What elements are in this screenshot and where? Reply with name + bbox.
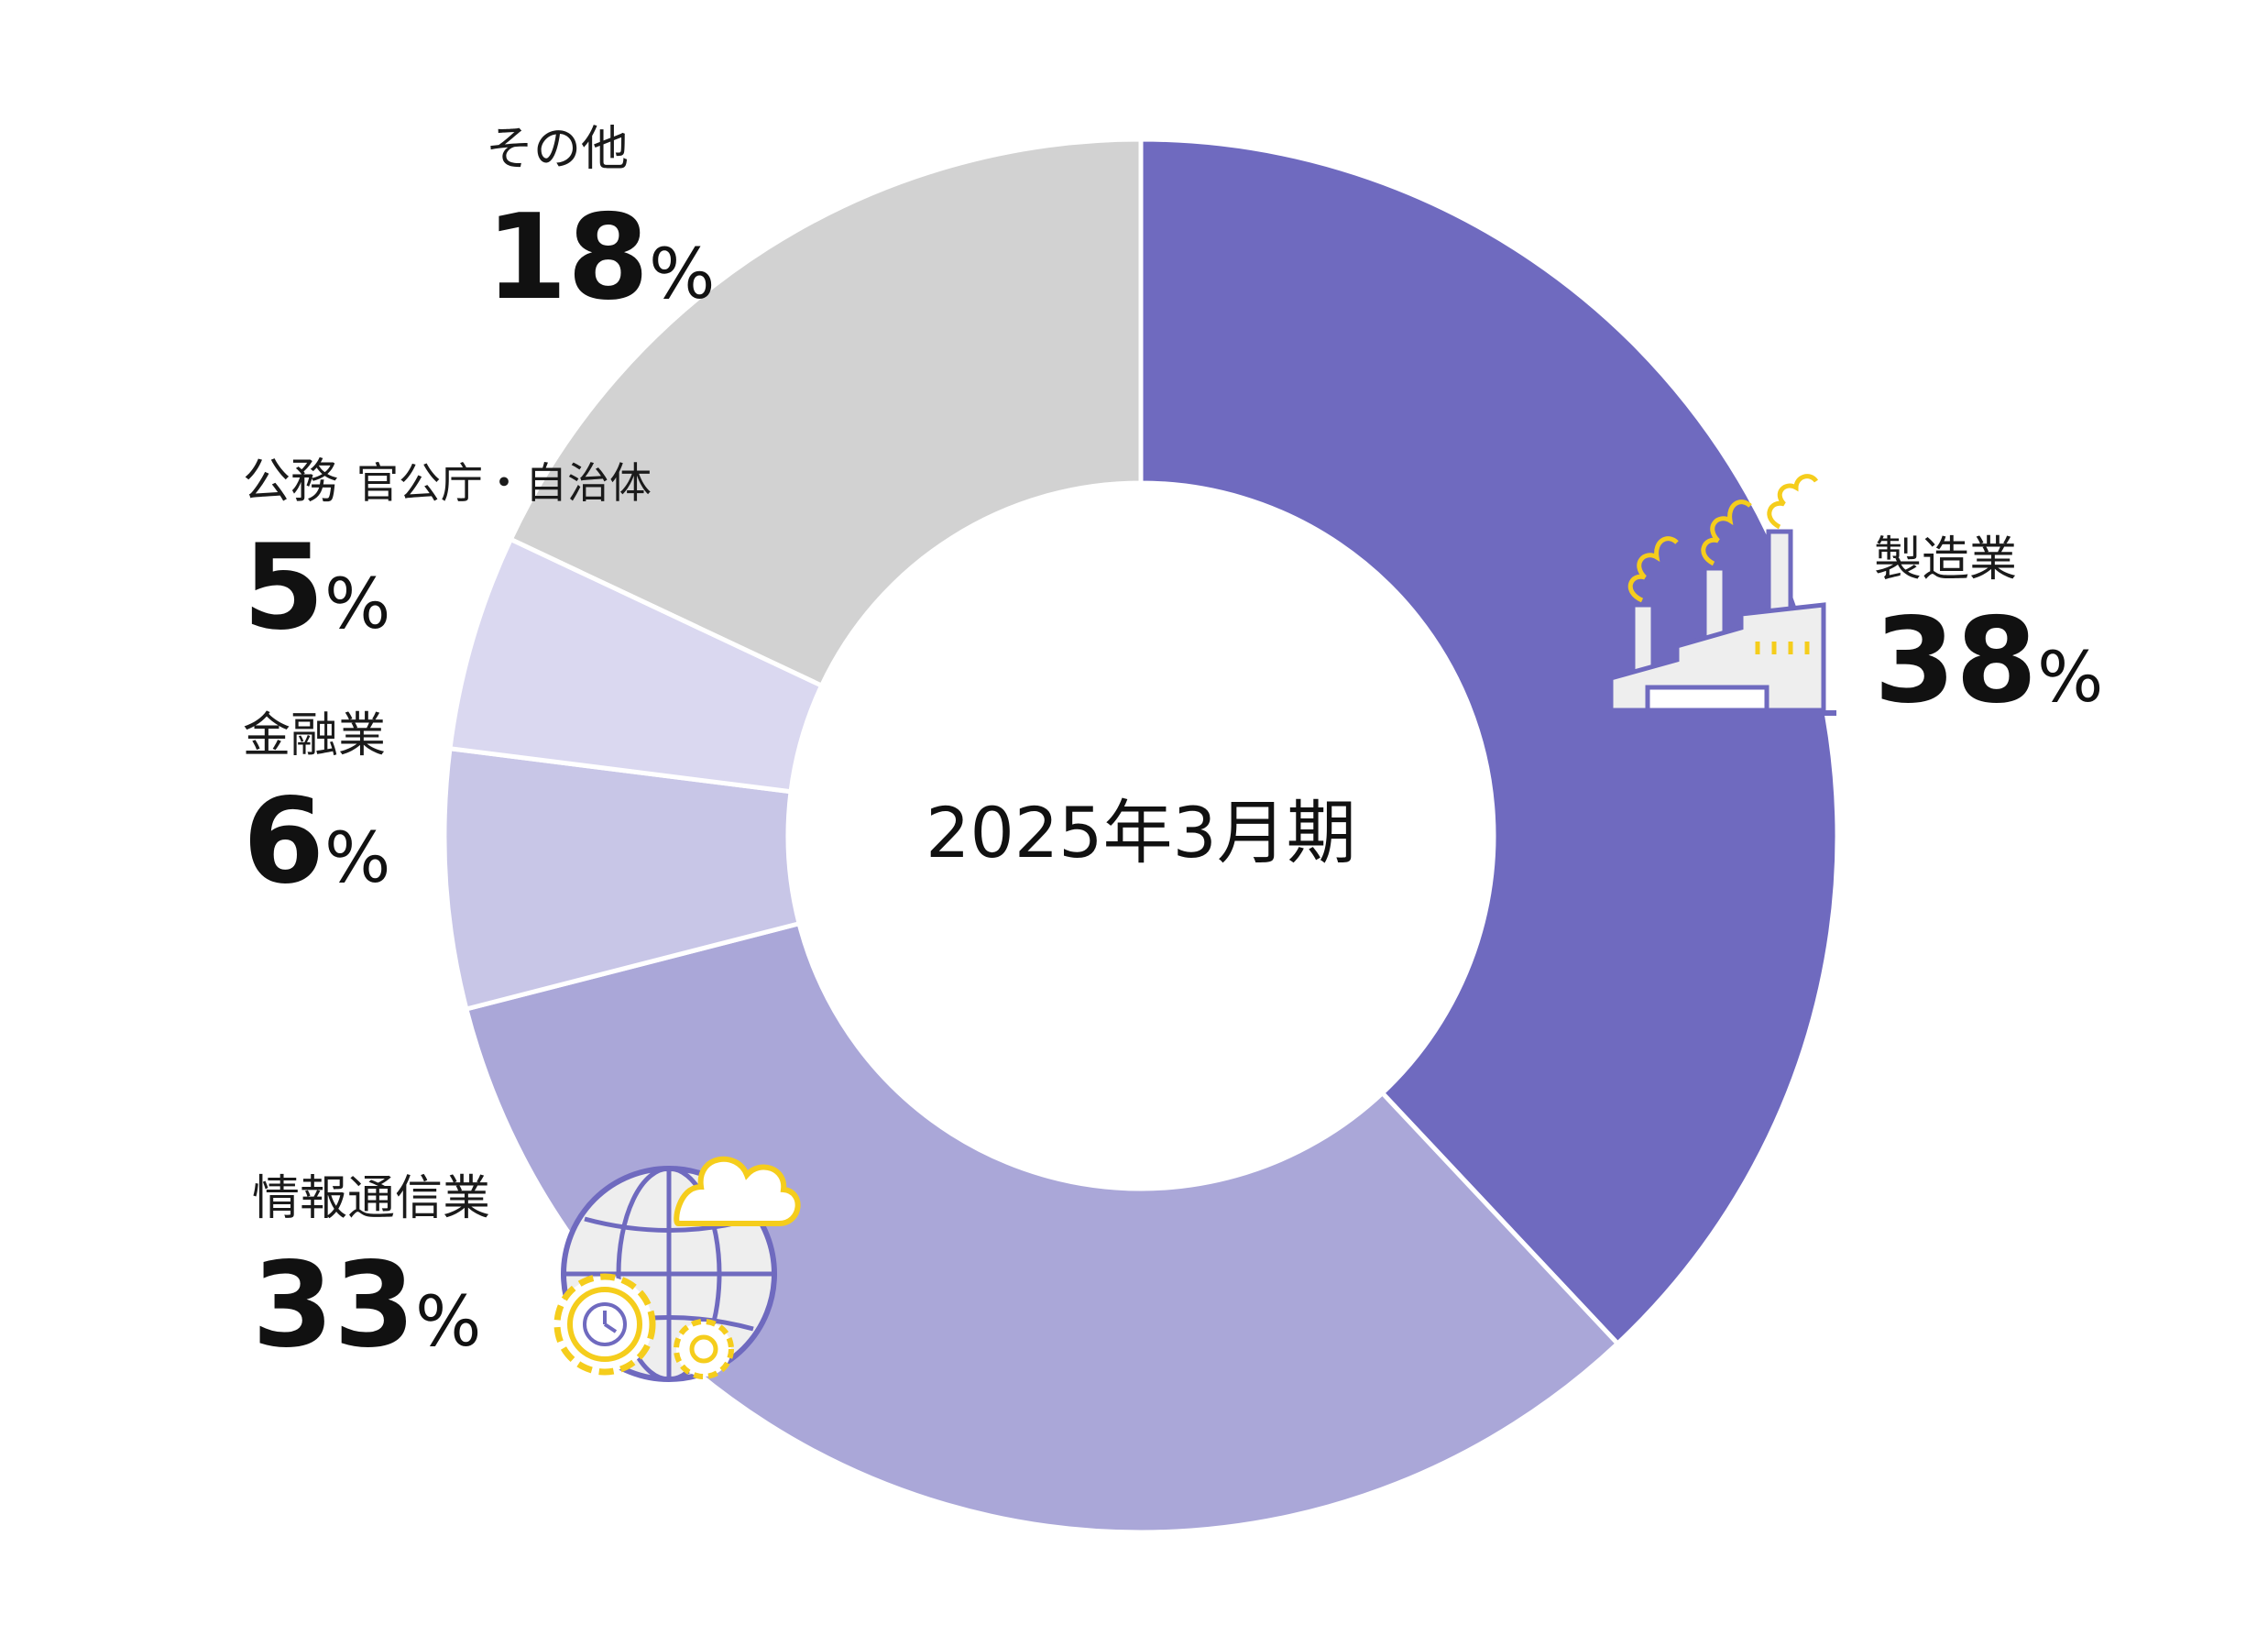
category-label: 情報通信業 xyxy=(252,1171,490,1226)
category-label: 金融業 xyxy=(243,708,386,763)
category-label: 製造業 xyxy=(1874,532,2017,587)
category-label: その他 xyxy=(486,122,629,177)
donut-slice-0 xyxy=(1138,137,1840,1347)
label-other: その他 18% xyxy=(486,122,715,326)
label-finance: 金融業 6% xyxy=(243,708,390,910)
percent-value: 5% xyxy=(243,520,390,656)
percent-value: 33% xyxy=(252,1237,481,1374)
percent-value: 38% xyxy=(1874,593,2103,730)
label-public-service: 公務 官公庁・自治体 5% xyxy=(243,455,652,656)
label-info-comm: 情報通信業 33% xyxy=(252,1171,490,1374)
globe-cloud-gears-icon xyxy=(553,1156,801,1382)
donut-slices xyxy=(442,137,1840,1535)
category-label: 公務 官公庁・自治体 xyxy=(243,455,652,510)
donut-slice-1 xyxy=(463,920,1621,1535)
donut-slice-4 xyxy=(508,137,1144,689)
factory-icon xyxy=(1604,474,1836,716)
label-manufacturing: 製造業 38% xyxy=(1874,532,2103,730)
percent-value: 18% xyxy=(486,190,715,326)
center-period-label: 2025年3月期 xyxy=(926,792,1356,873)
percent-value: 6% xyxy=(243,774,390,910)
